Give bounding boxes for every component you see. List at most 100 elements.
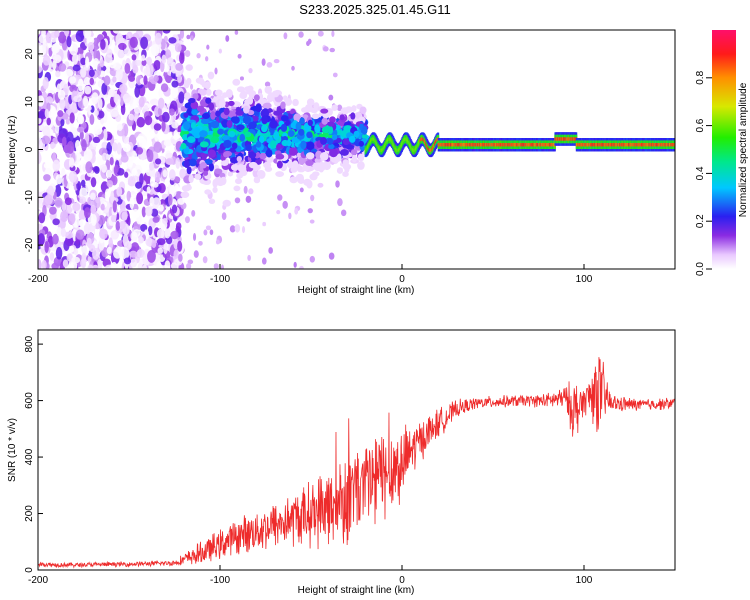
spectrogram-cell — [51, 43, 60, 54]
spectrogram-cell — [300, 140, 307, 150]
spectrogram-cell — [66, 35, 72, 48]
spectrogram-cell — [222, 135, 230, 141]
spectrogram-cell — [175, 157, 181, 169]
spectrogram-cell — [64, 69, 74, 78]
spectrogram-cell — [90, 214, 97, 226]
spectrogram-cell — [239, 76, 244, 81]
spectrogram-cell — [135, 181, 143, 189]
spectrogram-cell — [146, 186, 151, 194]
spectrogram-cell — [113, 247, 122, 259]
colorbar-ticks: 0.00.20.40.60.8 — [695, 70, 712, 276]
spectrogram-cell — [168, 221, 176, 231]
spectrogram-cell — [105, 169, 113, 178]
spectrogram-cell — [320, 108, 329, 114]
spectrogram-cell — [273, 58, 280, 64]
spectrogram-cell — [171, 80, 179, 88]
spectrogram-cell — [190, 122, 196, 129]
spectrogram-cell — [113, 62, 122, 71]
spectrogram-cell — [82, 95, 89, 108]
spectrogram-cell — [245, 195, 252, 203]
spectrogram-cell — [117, 42, 127, 50]
spectrogram-cell — [68, 170, 78, 183]
spectrogram-cell — [85, 161, 93, 174]
spectrogram-cell — [47, 86, 56, 95]
spectrogram-cell — [230, 164, 239, 171]
spectrogram-cell — [318, 166, 324, 173]
spectrogram-cell — [75, 229, 85, 240]
spectrogram-cell — [162, 169, 168, 178]
spectrogram-cell — [212, 178, 218, 188]
spectrogram-cell — [158, 204, 164, 212]
spectrogram-cell — [58, 31, 67, 44]
spectrogram-cell — [328, 94, 334, 101]
spectrogram-cell — [65, 131, 74, 145]
spectrogram-cell — [71, 256, 81, 264]
spectrogram-cell — [196, 105, 205, 112]
spectrogram-cell — [144, 115, 153, 126]
spectrogram-cell — [92, 264, 99, 269]
spectrogram-cell — [230, 116, 239, 123]
spectrogram-cell — [41, 259, 47, 269]
spectrogram-cell — [214, 67, 218, 75]
spectrogram-cell — [41, 135, 51, 145]
colorbar-tick-label: 0.2 — [695, 214, 706, 228]
spectrogram-cell — [62, 259, 69, 268]
spectrogram-cell — [157, 97, 165, 109]
spectrogram-cell — [282, 200, 288, 209]
spectrogram-cell — [162, 111, 170, 123]
spectrogram-cell — [359, 106, 367, 114]
spectrogram-cell — [120, 193, 126, 200]
spectrogram-cell — [201, 112, 210, 120]
spectrogram-cell — [223, 107, 230, 116]
spectrogram-cell — [130, 242, 140, 253]
spectrogram-cell — [69, 76, 77, 84]
spectrogram-cell — [299, 187, 304, 193]
spectrogram-cell — [44, 108, 49, 118]
spectrogram-cell — [236, 156, 243, 163]
spectrogram-cell — [135, 146, 144, 155]
spectrogram-cell — [85, 56, 90, 68]
spectrogram-cell — [83, 207, 91, 219]
spectrogram-cell — [146, 56, 152, 66]
spectrogram-cell — [44, 240, 49, 254]
spectrogram-cell — [204, 159, 213, 165]
spectrogram-cell — [299, 117, 305, 125]
spectrogram-cell — [235, 110, 244, 116]
spectrogram-cell — [106, 246, 112, 255]
spectrogram-cell — [95, 196, 101, 204]
spectrogram-cell — [196, 53, 201, 59]
spectrogram-cell — [137, 262, 143, 269]
spectrogram-cell — [48, 206, 57, 215]
spectrogram-cell — [228, 110, 234, 118]
spectrogram-cell — [309, 255, 315, 263]
spectrogram-cell — [131, 54, 137, 61]
spectrogram-cell — [306, 98, 315, 106]
spectrogram-cell — [220, 160, 229, 167]
spectrogram-cell — [124, 62, 131, 74]
spectrogram-cell — [306, 131, 313, 139]
spectrogram-cell — [255, 104, 262, 113]
spectrogram-cell — [113, 92, 119, 104]
spectrogram-cell — [225, 35, 230, 42]
spectrogram-cell — [183, 121, 191, 131]
spectrogram-cell — [191, 109, 198, 116]
spectrogram-cell — [298, 156, 305, 166]
snr-xlabel: Height of straight line (km) — [298, 585, 415, 596]
spectrogram-cell — [106, 179, 114, 188]
spectrogram-cell — [331, 134, 338, 141]
spectrogram-cell — [248, 151, 257, 159]
spectrogram-cell — [156, 261, 162, 269]
spectrogram-cell — [180, 191, 190, 198]
spectrogram-cell — [83, 30, 92, 39]
spectrogram-cell — [295, 122, 302, 131]
colorbar-label: Normalized spectral amplitude — [738, 82, 749, 217]
spectrogram-cell — [56, 227, 63, 237]
spectrogram-cell — [265, 149, 273, 158]
spectrogram-cell — [203, 229, 208, 236]
spectrogram-cell — [161, 120, 166, 132]
spectrogram-cell — [226, 120, 233, 128]
spectrogram-cell — [253, 176, 261, 184]
spectrogram-cell — [286, 160, 294, 169]
